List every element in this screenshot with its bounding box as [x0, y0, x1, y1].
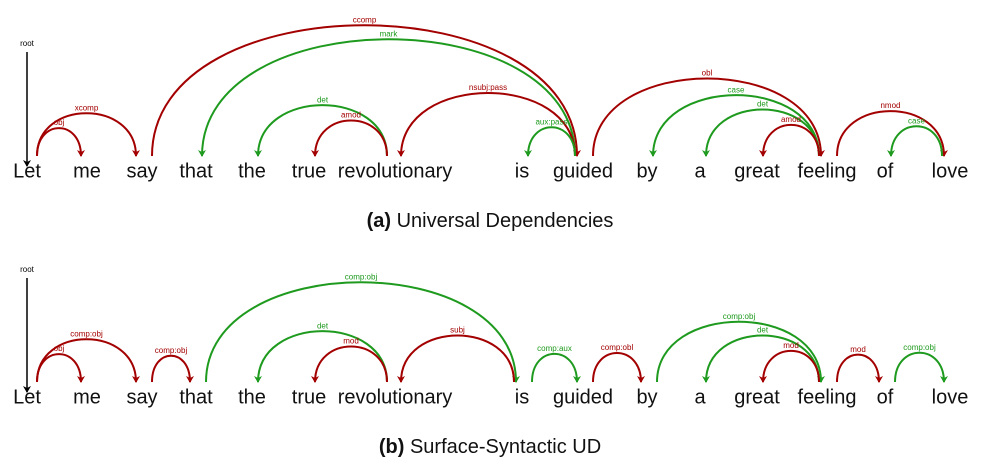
dependency-arc	[836, 353, 883, 383]
dependency-arc	[151, 24, 581, 157]
arc-label: xcomp	[75, 103, 99, 112]
arc-label: amod	[781, 115, 801, 124]
word: Let	[13, 160, 41, 182]
caption-label: (a)	[367, 210, 391, 232]
word: of	[877, 160, 894, 182]
word: great	[734, 386, 780, 408]
word: great	[734, 160, 780, 182]
dependency-arc	[894, 351, 948, 383]
root-label: root	[20, 39, 35, 48]
arc-label: comp:obj	[345, 272, 378, 281]
caption: (a) Universal Dependencies	[367, 210, 614, 232]
dependency-arc	[592, 352, 645, 383]
caption-label: (b)	[379, 436, 405, 458]
arc-label: subj	[450, 326, 465, 335]
arc-label: det	[757, 100, 769, 109]
word: by	[636, 386, 657, 408]
dependency-arc	[702, 108, 820, 157]
word: true	[292, 160, 326, 182]
dependency-arc	[205, 281, 520, 383]
dependency-arc	[254, 330, 388, 383]
word: is	[515, 386, 529, 408]
arc-label: comp:obj	[70, 329, 103, 338]
caption-text: Surface-Syntactic UD	[410, 436, 601, 458]
dependency-arc	[656, 320, 825, 383]
arc-label: obj	[54, 118, 65, 127]
arc-label: nsubj:pass	[469, 83, 507, 92]
arc-label: comp:aux	[537, 344, 572, 353]
arc-label: det	[317, 321, 329, 330]
word: that	[179, 160, 213, 182]
dependency-arc	[311, 119, 388, 157]
word: say	[126, 386, 157, 408]
arc-label: case	[728, 85, 745, 94]
arc-label: ccomp	[353, 15, 377, 24]
arc-label: obl	[702, 69, 713, 78]
arc-label: mark	[380, 29, 399, 38]
word: me	[73, 386, 101, 408]
word: revolutionary	[338, 160, 453, 182]
arc-label: mod	[850, 345, 866, 354]
arc-label: obj	[54, 344, 65, 353]
dependency-arc	[524, 126, 576, 157]
word: love	[932, 386, 969, 408]
word: Let	[13, 386, 41, 408]
arc-label: mod	[343, 337, 359, 346]
root-label: root	[20, 265, 35, 274]
word: love	[932, 160, 969, 182]
word: that	[179, 386, 213, 408]
dependency-arc	[36, 112, 140, 157]
dependency-arc	[649, 94, 820, 157]
word: a	[694, 160, 706, 182]
caption-text: Universal Dependencies	[397, 210, 614, 232]
dependency-arc	[151, 354, 194, 383]
word: a	[694, 386, 706, 408]
arc-label: aux:pass	[535, 117, 567, 126]
dependency-arc	[397, 92, 576, 157]
arc-label: det	[317, 95, 329, 104]
word: of	[877, 386, 894, 408]
dependency-arc	[887, 125, 943, 157]
word: guided	[553, 160, 613, 182]
word: by	[636, 160, 657, 182]
arc-label: case	[908, 116, 925, 125]
arc-label: det	[757, 326, 769, 335]
word: guided	[553, 386, 613, 408]
arc-label: comp:obl	[601, 343, 634, 352]
dependency-arc	[198, 38, 576, 157]
word: is	[515, 160, 529, 182]
word: me	[73, 160, 101, 182]
word: true	[292, 386, 326, 408]
arc-label: amod	[341, 111, 361, 120]
word: feeling	[798, 386, 857, 408]
dependency-arc	[759, 123, 820, 157]
word: the	[238, 160, 266, 182]
dependency-arc	[531, 353, 581, 383]
word: the	[238, 386, 266, 408]
arc-label: nmod	[880, 101, 900, 110]
word: say	[126, 160, 157, 182]
dependency-arc	[759, 349, 820, 383]
dependency-arc	[36, 338, 140, 383]
word: feeling	[798, 160, 857, 182]
dependency-arc	[397, 334, 515, 383]
dependency-arc	[702, 334, 820, 383]
arc-label: comp:obj	[155, 346, 188, 355]
dependency-arc	[311, 345, 388, 383]
arc-label: comp:obj	[903, 343, 936, 352]
arc-label: comp:obj	[723, 312, 756, 321]
dependency-arc	[592, 77, 825, 157]
arc-label: mod	[783, 341, 799, 350]
dependency-arc	[836, 110, 948, 157]
caption: (b) Surface-Syntactic UD	[379, 436, 601, 458]
word: revolutionary	[338, 386, 453, 408]
dependency-arc	[254, 104, 388, 157]
